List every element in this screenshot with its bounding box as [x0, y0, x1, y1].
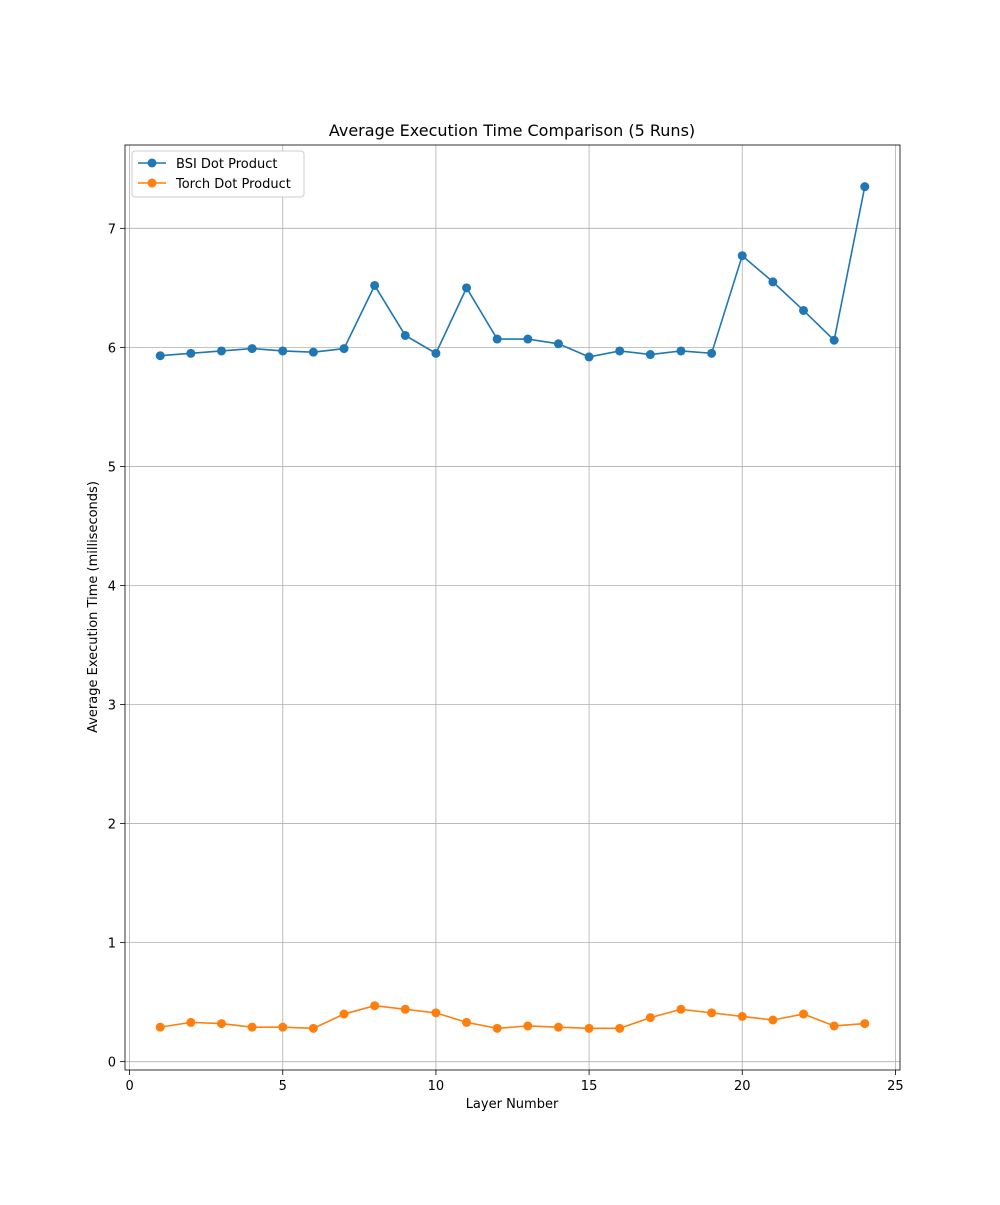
- data-point: [431, 1008, 441, 1018]
- axis-ticks: 0 5 10 15 20 25 0 1 2 3 4 5 6 7: [108, 222, 904, 1094]
- series-1: [155, 1001, 870, 1033]
- data-point: [676, 346, 686, 356]
- data-point: [308, 347, 318, 357]
- y-tick-label: 2: [108, 818, 116, 833]
- data-point: [707, 1008, 717, 1018]
- data-point: [216, 346, 226, 356]
- data-point: [186, 348, 196, 358]
- data-point: [799, 305, 809, 315]
- data-point: [308, 1023, 318, 1033]
- data-point: [768, 277, 778, 287]
- data-point: [186, 1017, 196, 1027]
- data-point: [492, 1023, 502, 1033]
- x-tick-label: 0: [125, 1079, 133, 1094]
- data-point: [584, 1023, 594, 1033]
- series-layer: [155, 182, 870, 1033]
- series-0: [155, 182, 870, 362]
- data-point: [553, 339, 563, 349]
- y-tick-label: 4: [108, 579, 116, 594]
- data-point: [370, 1001, 380, 1011]
- data-point: [278, 346, 288, 356]
- data-point: [247, 1022, 257, 1032]
- plot-area-frame: [124, 144, 901, 1071]
- data-point: [523, 1021, 533, 1031]
- data-point: [860, 1019, 870, 1029]
- series-line: [160, 1004, 865, 1030]
- data-point: [860, 182, 870, 192]
- x-tick-label: 20: [734, 1079, 751, 1094]
- legend-label: Torch Dot Product: [175, 177, 291, 192]
- data-point: [615, 346, 625, 356]
- data-point: [615, 1023, 625, 1033]
- y-tick-label: 7: [108, 222, 116, 237]
- y-axis-label: Average Execution Time (milliseconds): [86, 481, 101, 733]
- data-point: [676, 1004, 686, 1014]
- series-line: [160, 186, 866, 358]
- y-tick-label: 5: [108, 460, 116, 475]
- data-point: [645, 350, 655, 360]
- data-point: [431, 348, 441, 358]
- data-point: [462, 283, 472, 293]
- data-point: [155, 351, 165, 361]
- data-point: [278, 1022, 288, 1032]
- x-tick-label: 5: [279, 1079, 287, 1094]
- data-point: [492, 334, 502, 344]
- data-point: [645, 1013, 655, 1023]
- data-point: [370, 280, 380, 290]
- chart-title: Average Execution Time Comparison (5 Run…: [329, 121, 695, 140]
- y-tick-label: 6: [108, 341, 116, 356]
- legend-box: [131, 150, 305, 198]
- data-point: [339, 344, 349, 354]
- data-point: [400, 1004, 410, 1014]
- data-point: [523, 334, 533, 344]
- data-point: [737, 1011, 747, 1021]
- legend-label: BSI Dot Product: [176, 157, 277, 172]
- data-point: [247, 344, 257, 354]
- x-tick-label: 15: [581, 1079, 598, 1094]
- y-tick-label: 0: [108, 1056, 116, 1071]
- data-point: [462, 1017, 472, 1027]
- data-point: [400, 330, 410, 340]
- data-point: [799, 1009, 809, 1019]
- legend: BSI Dot Product Torch Dot Product: [131, 150, 305, 198]
- data-point: [339, 1009, 349, 1019]
- data-point: [584, 352, 594, 362]
- x-tick-label: 25: [887, 1079, 904, 1094]
- y-tick-label: 1: [108, 937, 116, 952]
- legend-item: BSI Dot Product: [138, 157, 277, 172]
- data-point: [829, 335, 839, 345]
- x-tick-label: 10: [428, 1079, 445, 1094]
- y-tick-label: 3: [108, 699, 116, 714]
- data-point: [553, 1022, 563, 1032]
- x-axis-label: Layer Number: [466, 1097, 559, 1112]
- data-point: [707, 348, 717, 358]
- data-point: [216, 1019, 226, 1029]
- legend-item: Torch Dot Product: [138, 177, 291, 192]
- data-point: [155, 1022, 165, 1032]
- data-point: [768, 1015, 778, 1025]
- legend-marker: [147, 178, 157, 188]
- data-point: [829, 1021, 839, 1031]
- grid: [125, 145, 900, 1070]
- legend-marker: [147, 158, 157, 168]
- data-point: [737, 251, 747, 261]
